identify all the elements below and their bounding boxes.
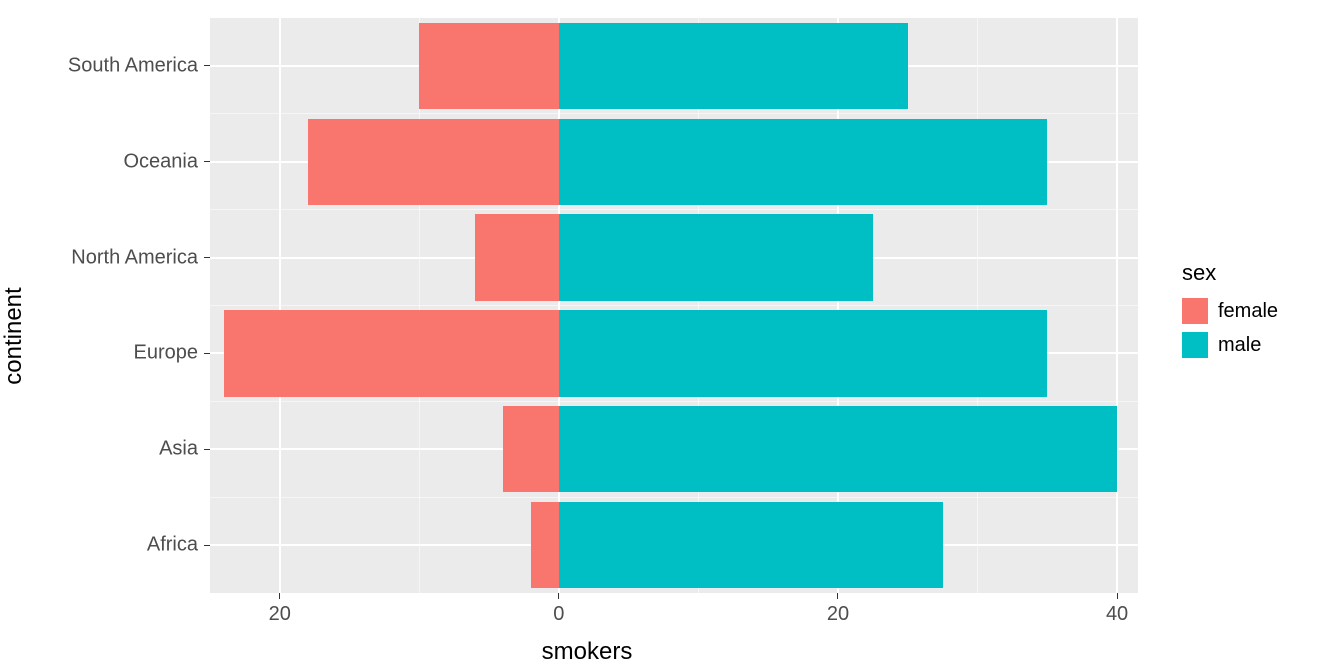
legend-title: sex	[1182, 260, 1278, 286]
legend-label: female	[1218, 300, 1278, 323]
bar-female	[419, 23, 559, 109]
x-tick-label: 40	[1106, 603, 1128, 626]
grid-h-minor	[210, 113, 1138, 114]
bar-female	[503, 406, 559, 492]
y-tick-label: Africa	[147, 534, 198, 557]
legend-item: female	[1182, 298, 1278, 324]
y-axis-title: continent	[0, 287, 28, 384]
bar-male	[559, 502, 943, 588]
chart-container: continent 20 0 20 40 South America Oceania No…	[0, 0, 1344, 672]
x-tick-mark	[558, 593, 559, 599]
bar-male	[559, 23, 908, 109]
x-tick-mark	[279, 593, 280, 599]
y-tick-label: Europe	[134, 342, 199, 365]
x-axis-title: smokers	[0, 638, 1344, 666]
bar-female	[531, 502, 559, 588]
y-tick-mark	[204, 161, 210, 162]
x-tick-mark	[1117, 593, 1118, 599]
bar-male	[559, 310, 1047, 396]
legend-key-female	[1182, 298, 1208, 324]
y-tick-mark	[204, 353, 210, 354]
y-tick-mark	[204, 65, 210, 66]
legend-key-male	[1182, 332, 1208, 358]
x-tick-label: 20	[827, 603, 849, 626]
bar-male	[559, 214, 873, 300]
legend-label: male	[1218, 334, 1261, 357]
legend-item: male	[1182, 332, 1278, 358]
y-tick-mark	[204, 257, 210, 258]
x-axis-title-text: smokers	[542, 638, 633, 666]
grid-h-minor	[210, 497, 1138, 498]
bar-female	[308, 119, 559, 205]
plot-panel	[210, 18, 1138, 593]
bar-male	[559, 119, 1047, 205]
y-tick-label: Oceania	[124, 150, 199, 173]
x-tick-label: 20	[269, 603, 291, 626]
bar-female	[475, 214, 559, 300]
legend-items: female male	[1182, 298, 1278, 358]
grid-h-minor	[210, 305, 1138, 306]
bar-male	[559, 406, 1117, 492]
legend: sex female male	[1182, 260, 1278, 366]
y-tick-label: North America	[71, 246, 198, 269]
y-tick-mark	[204, 545, 210, 546]
grid-h-minor	[210, 401, 1138, 402]
y-tick-mark	[204, 449, 210, 450]
y-tick-label: Asia	[159, 438, 198, 461]
grid-h-minor	[210, 209, 1138, 210]
y-tick-label: South America	[68, 54, 198, 77]
x-tick-mark	[837, 593, 838, 599]
bar-female	[224, 310, 559, 396]
x-tick-label: 0	[553, 603, 564, 626]
